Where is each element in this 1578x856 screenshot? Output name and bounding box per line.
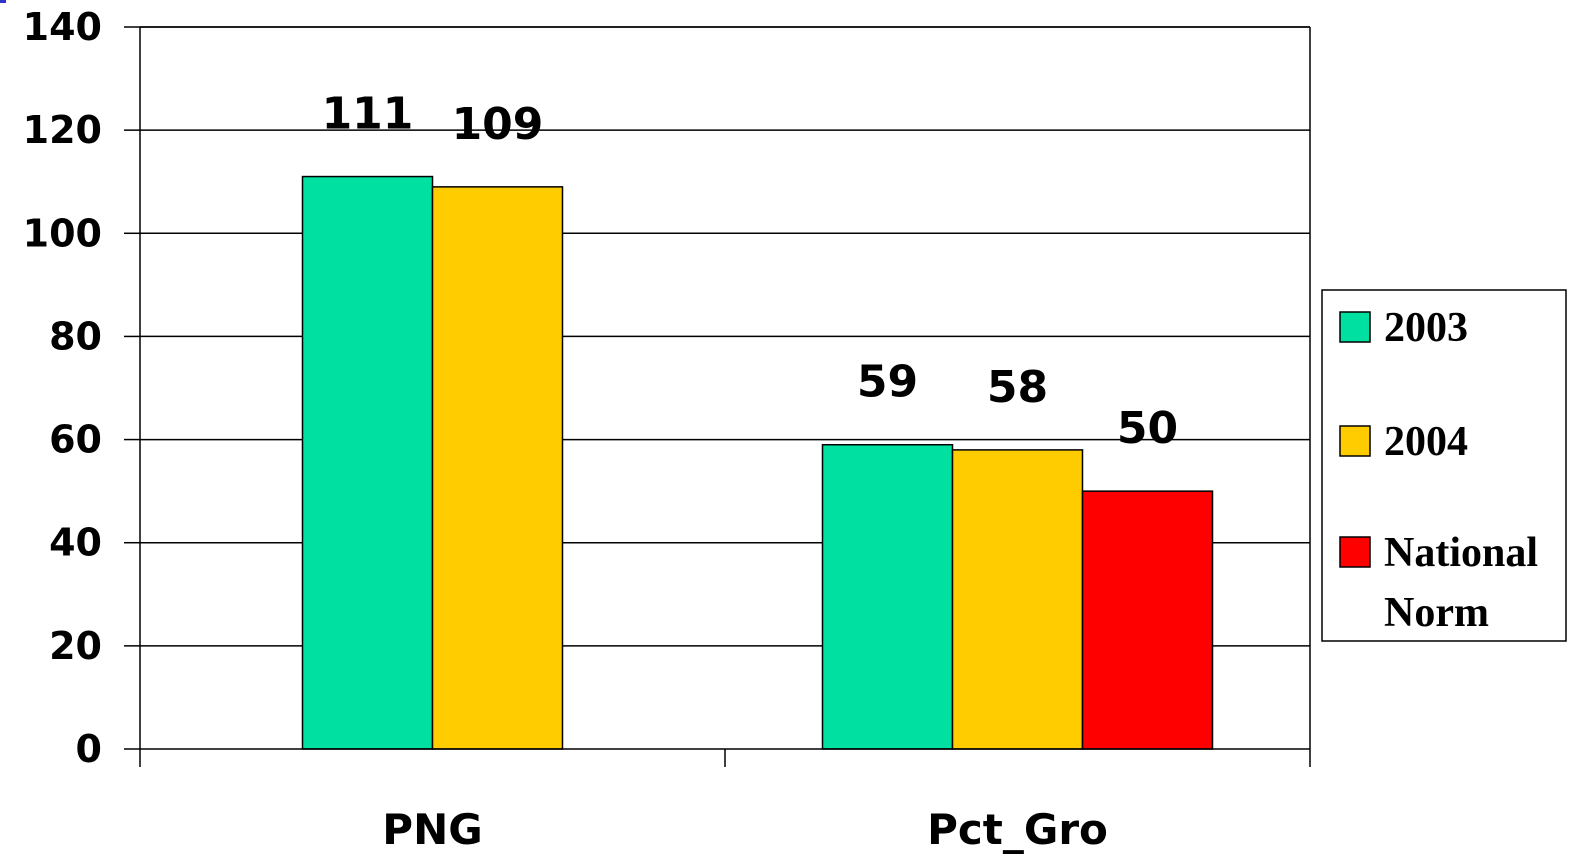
bar-png-2003 — [301, 175, 434, 750]
y-tick-label-80: 80 — [49, 314, 102, 358]
y-tick-labels: 0 20 40 60 80 100 120 140 — [23, 5, 102, 771]
legend-swatch-2004 — [1339, 425, 1371, 457]
y-tick-label-100: 100 — [23, 211, 102, 255]
y-tick-label-140: 140 — [23, 5, 102, 49]
x-category-label-png: PNG — [382, 805, 482, 854]
data-label-pct-gro-2004: 58 — [987, 362, 1048, 413]
y-tick-label-120: 120 — [23, 108, 102, 152]
y-tick-label-0: 0 — [76, 727, 102, 771]
data-label-png-2003: 111 — [322, 89, 414, 140]
bar-pct-gro-national-norm — [1081, 490, 1214, 750]
axes — [124, 26, 1311, 767]
bar-png-2004 — [431, 186, 564, 750]
data-label-pct-gro-2003: 59 — [857, 357, 918, 408]
corner-mark — [0, 0, 6, 3]
y-tick-label-40: 40 — [49, 521, 102, 565]
legend-label-2004: 2004 — [1384, 419, 1468, 465]
legend-swatch-2003 — [1339, 311, 1371, 343]
y-tick-label-60: 60 — [49, 418, 102, 462]
data-labels: 111 109 59 58 50 — [322, 89, 1179, 455]
bar-pct-gro-2004 — [951, 449, 1084, 750]
y-tick-label-20: 20 — [49, 624, 102, 668]
legend-label-national-norm-line-1: National — [1384, 530, 1538, 576]
legend-label-national-norm-line-2: Norm — [1384, 590, 1489, 636]
x-category-label-pct-gro: Pct_Gro — [927, 805, 1108, 854]
legend-swatch-national-norm — [1339, 536, 1371, 568]
legend-box — [1321, 289, 1567, 642]
data-label-png-2004: 109 — [452, 99, 544, 150]
bar-pct-gro-2003 — [821, 443, 954, 750]
bars — [301, 175, 1214, 750]
x-category-labels: PNG Pct_Gro — [382, 805, 1108, 854]
legend-label-2003: 2003 — [1384, 305, 1468, 351]
data-label-pct-gro-national-norm: 50 — [1117, 403, 1178, 454]
legend: 2003 2004 National Norm — [1321, 289, 1567, 642]
